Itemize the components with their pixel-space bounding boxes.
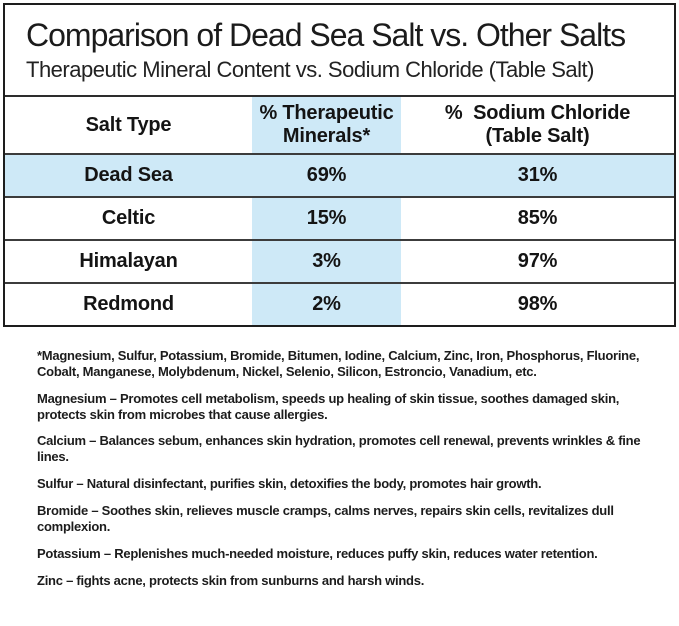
column-header-therapeutic-minerals: % Therapeutic Minerals* <box>252 97 401 153</box>
footnote-magnesium: Magnesium – Promotes cell metabolism, sp… <box>37 390 620 422</box>
footnote-zinc: Zinc – fights acne, protects skin from s… <box>37 572 425 588</box>
therapeutic-value-cell: 69% <box>306 164 347 186</box>
sodium-value-cell: 31% <box>517 164 558 186</box>
header-sodium-line1: % Sodium Chloride <box>444 102 631 124</box>
header-sodium-line2: (Table Salt) <box>485 125 590 147</box>
therapeutic-value-cell: 3% <box>252 241 401 282</box>
salt-name-cell: Celtic <box>101 207 156 229</box>
column-header-salt-type: Salt Type <box>5 97 252 153</box>
comparison-box: Comparison of Dead Sea Salt vs. Other Sa… <box>3 3 676 327</box>
therapeutic-value-cell: 2% <box>252 284 401 325</box>
footnote-sulfur: Sulfur – Natural disinfectant, purifies … <box>37 476 542 492</box>
sodium-value-cell: 98% <box>517 293 558 315</box>
page-subtitle: Therapeutic Mineral Content vs. Sodium C… <box>26 56 594 82</box>
salt-name-cell: Himalayan <box>79 250 178 272</box>
salt-name-cell: Dead Sea <box>84 164 173 186</box>
comparison-table: Salt Type % Therapeutic Minerals* % Sodi… <box>5 95 674 325</box>
header-therapeutic-line2: Minerals* <box>282 125 371 147</box>
table-header-row: Salt Type % Therapeutic Minerals* % Sodi… <box>5 97 674 153</box>
header-therapeutic-line1: % Therapeutic <box>259 102 394 124</box>
sodium-value-cell: 97% <box>517 250 558 272</box>
table-row-redmond: Redmond 2% 98% <box>5 282 674 325</box>
table-row-himalayan: Himalayan 3% 97% <box>5 239 674 282</box>
page-title: Comparison of Dead Sea Salt vs. Other Sa… <box>26 17 626 53</box>
salt-name-cell: Redmond <box>83 293 174 315</box>
therapeutic-value-cell: 15% <box>252 198 401 239</box>
footnote-bromide: Bromide – Soothes skin, relieves muscle … <box>37 503 614 534</box>
footnote-calcium: Calcium – Balances sebum, enhances skin … <box>37 433 641 465</box>
footnote-mineral-list: *Magnesium, Sulfur, Potassium, Bromide, … <box>37 348 640 379</box>
column-header-sodium-chloride: % Sodium Chloride (Table Salt) <box>401 97 674 153</box>
footnotes-section: *Magnesium, Sulfur, Potassium, Bromide, … <box>0 348 679 599</box>
title-block: Comparison of Dead Sea Salt vs. Other Sa… <box>5 5 674 95</box>
footnote-potassium: Potassium – Replenishes much-needed mois… <box>37 545 598 561</box>
header-salt-type-label: Salt Type <box>85 113 172 136</box>
table-row-dead-sea: Dead Sea 69% 31% <box>5 153 674 196</box>
table-row-celtic: Celtic 15% 85% <box>5 196 674 239</box>
sodium-value-cell: 85% <box>517 207 558 229</box>
